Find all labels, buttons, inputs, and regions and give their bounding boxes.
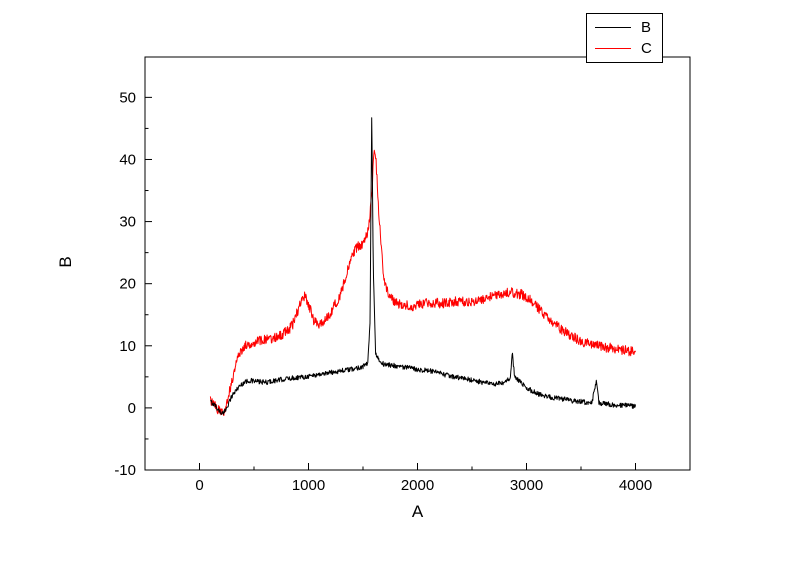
- svg-text:50: 50: [119, 89, 136, 106]
- svg-text:3000: 3000: [510, 477, 543, 494]
- legend-label-b: B: [641, 19, 652, 36]
- legend-line-b: [595, 27, 631, 28]
- svg-text:10: 10: [119, 338, 136, 355]
- svg-text:40: 40: [119, 151, 136, 168]
- legend-item-b: B: [595, 17, 652, 38]
- legend-line-c: [595, 48, 631, 49]
- svg-text:0: 0: [128, 400, 136, 417]
- svg-text:-10: -10: [114, 462, 136, 479]
- svg-text:20: 20: [119, 276, 136, 293]
- svg-text:30: 30: [119, 214, 136, 231]
- y-axis-title: B: [56, 256, 75, 268]
- x-axis-title: A: [411, 502, 424, 521]
- legend: B C: [586, 13, 663, 63]
- svg-text:4000: 4000: [619, 477, 652, 494]
- svg-text:1000: 1000: [292, 477, 325, 494]
- legend-item-c: C: [595, 38, 652, 59]
- svg-text:0: 0: [195, 477, 203, 494]
- legend-label-c: C: [641, 40, 652, 57]
- svg-text:2000: 2000: [401, 477, 434, 494]
